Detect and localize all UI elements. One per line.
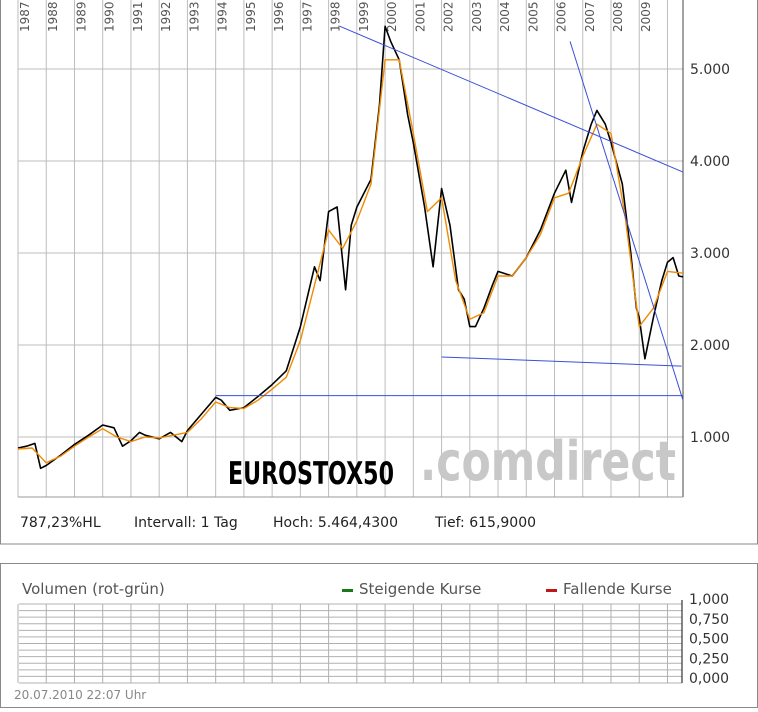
y-tick-label: 4.000 bbox=[690, 154, 730, 170]
hl-percent: 787,23%HL bbox=[20, 515, 101, 531]
x-tick-label: 2003 bbox=[470, 1, 484, 32]
x-tick-label: 2002 bbox=[442, 1, 456, 32]
volume-grid bbox=[17, 600, 683, 684]
falling-legend-label: Fallende Kurse bbox=[563, 580, 672, 598]
x-tick-label: 2005 bbox=[526, 1, 540, 32]
x-tick-label: 1989 bbox=[74, 1, 88, 32]
x-tick-label: 2001 bbox=[413, 1, 427, 32]
volume-y-tick-label: 0,500 bbox=[689, 632, 729, 648]
volume-y-tick-label: 1,000 bbox=[689, 592, 729, 608]
falling-legend-swatch bbox=[546, 589, 557, 592]
x-tick-label: 2009 bbox=[639, 1, 653, 32]
x-tick-label: 2006 bbox=[555, 1, 569, 32]
x-tick-label: 1988 bbox=[46, 1, 60, 32]
x-tick-label: 1995 bbox=[244, 1, 258, 32]
x-tick-label: 1987 bbox=[18, 1, 32, 32]
price-series bbox=[17, 25, 684, 470]
x-axis-labels: 1987 1988 1989 1990 1991 1992 1993 1994 1995 1996… bbox=[18, 1, 653, 32]
timestamp: 20.07.2010 22:07 Uhr bbox=[14, 688, 146, 702]
x-tick-label: 1993 bbox=[187, 1, 201, 32]
trendline bbox=[441, 356, 682, 367]
x-tick-label: 1992 bbox=[159, 1, 173, 32]
volume-title: Volumen (rot-grün) bbox=[22, 580, 165, 598]
x-tick-label: 2000 bbox=[385, 1, 399, 32]
x-tick-label: 1991 bbox=[131, 1, 145, 32]
trendline bbox=[339, 25, 684, 173]
volume-chart: 1,000 0,750 0,500 0,250 0,000 Volumen (rot-g… bbox=[0, 563, 758, 708]
y-tick-label: 3.000 bbox=[690, 246, 730, 262]
x-tick-label: 1990 bbox=[103, 1, 117, 32]
y-tick-label: 5.000 bbox=[690, 62, 730, 78]
volume-panel: 1,000 0,750 0,500 0,250 0,000 Volumen (rot-g… bbox=[0, 563, 758, 708]
interval-label: Intervall: 1 Tag bbox=[134, 515, 238, 531]
y-tick-label: 1.000 bbox=[690, 430, 730, 446]
rising-legend-label: Steigende Kurse bbox=[359, 580, 481, 598]
volume-y-tick-label: 0,250 bbox=[689, 651, 729, 667]
y-axis-labels: 1.000 2.000 3.000 4.000 5.000 bbox=[690, 62, 730, 446]
comdirect-watermark: .comdirect bbox=[420, 430, 676, 493]
price-grid bbox=[17, 0, 684, 498]
chart-title: EUROSTOX50 bbox=[228, 456, 394, 492]
x-tick-label: 1996 bbox=[272, 1, 286, 32]
volume-y-tick-label: 0,000 bbox=[689, 671, 729, 687]
x-tick-label: 1998 bbox=[329, 1, 343, 32]
x-tick-label: 1997 bbox=[300, 1, 314, 32]
volume-y-tick-label: 0,750 bbox=[689, 612, 729, 628]
trendlines bbox=[215, 25, 684, 401]
high-value: Hoch: 5.464,4300 bbox=[273, 515, 398, 531]
volume-y-labels: 1,000 0,750 0,500 0,250 0,000 bbox=[689, 592, 729, 687]
rising-legend-swatch bbox=[342, 589, 353, 592]
price-line bbox=[17, 25, 684, 470]
y-tick-label: 2.000 bbox=[690, 338, 730, 354]
x-tick-label: 1994 bbox=[216, 1, 230, 32]
low-value: Tief: 615,9000 bbox=[434, 515, 536, 531]
trendline bbox=[569, 41, 684, 401]
moving-average-line bbox=[17, 59, 684, 464]
x-tick-label: 2008 bbox=[611, 1, 625, 32]
x-tick-label: 1999 bbox=[357, 1, 371, 32]
x-tick-label: 2004 bbox=[498, 1, 512, 32]
price-chart: 1987 1988 1989 1990 1991 1992 1993 1994 1995 1996… bbox=[0, 0, 758, 545]
x-tick-label: 2007 bbox=[583, 1, 597, 32]
price-chart-panel: 1987 1988 1989 1990 1991 1992 1993 1994 1995 1996… bbox=[0, 0, 758, 545]
